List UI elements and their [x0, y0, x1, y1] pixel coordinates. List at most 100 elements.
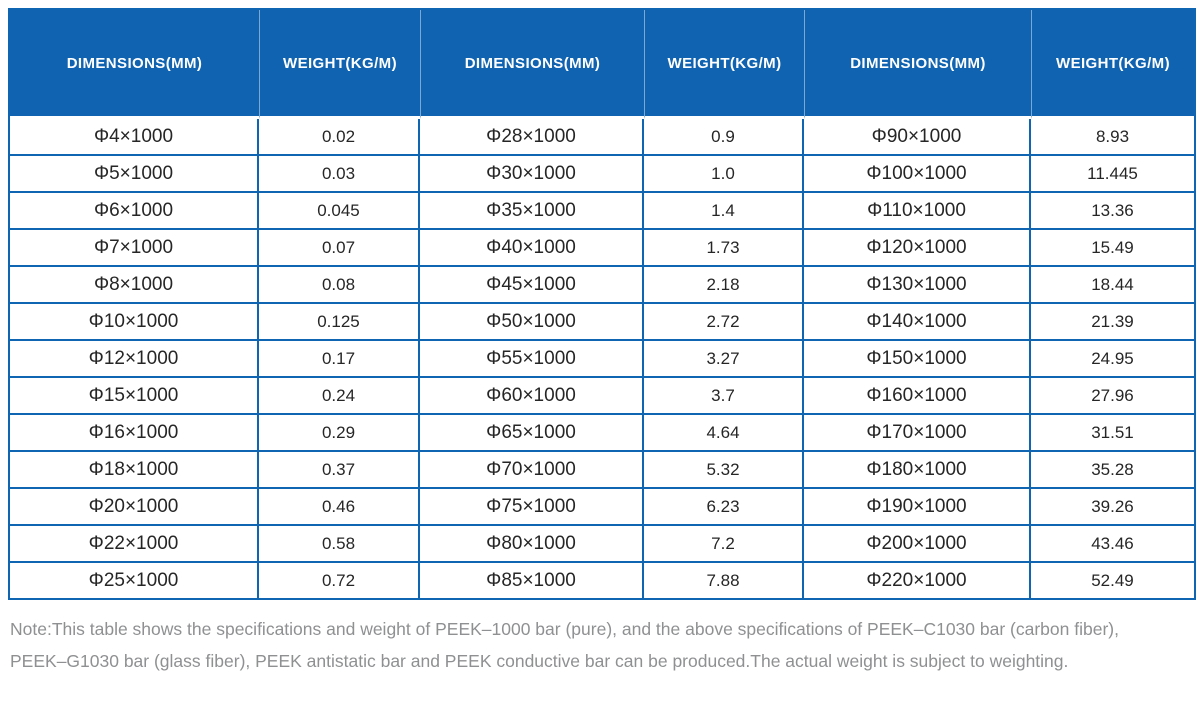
weight-cell: 2.72: [644, 304, 804, 341]
weight-cell: 18.44: [1031, 267, 1194, 304]
dimension-cell: Φ55×1000: [420, 341, 644, 378]
weight-cell: 6.23: [644, 489, 804, 526]
weight-cell: 0.02: [259, 119, 420, 156]
dimension-cell: Φ170×1000: [804, 415, 1031, 452]
dimension-cell: Φ190×1000: [804, 489, 1031, 526]
table-row: Φ18×1000 0.37 Φ70×1000 5.32 Φ180×1000 35.28: [10, 452, 1194, 489]
weight-cell: 0.07: [259, 230, 420, 267]
dimension-cell: Φ65×1000: [420, 415, 644, 452]
weight-cell: 3.27: [644, 341, 804, 378]
weight-cell: 27.96: [1031, 378, 1194, 415]
weight-cell: 24.95: [1031, 341, 1194, 378]
table-row: Φ12×1000 0.17 Φ55×1000 3.27 Φ150×1000 24.95: [10, 341, 1194, 378]
header-weight-3: WEIGHT(KG/M): [1031, 10, 1194, 119]
dimension-cell: Φ4×1000: [10, 119, 259, 156]
table-row: Φ4×1000 0.02 Φ28×1000 0.9 Φ90×1000 8.93: [10, 119, 1194, 156]
weight-cell: 0.29: [259, 415, 420, 452]
dimension-cell: Φ130×1000: [804, 267, 1031, 304]
header-dimensions-1: DIMENSIONS(MM): [10, 10, 259, 119]
dimension-cell: Φ220×1000: [804, 563, 1031, 598]
dimension-cell: Φ10×1000: [10, 304, 259, 341]
weight-cell: 0.08: [259, 267, 420, 304]
dimension-cell: Φ16×1000: [10, 415, 259, 452]
weight-cell: 1.73: [644, 230, 804, 267]
weight-cell: 0.125: [259, 304, 420, 341]
weight-cell: 13.36: [1031, 193, 1194, 230]
dimension-cell: Φ25×1000: [10, 563, 259, 598]
dimension-cell: Φ20×1000: [10, 489, 259, 526]
dimension-cell: Φ8×1000: [10, 267, 259, 304]
dimension-cell: Φ85×1000: [420, 563, 644, 598]
dimension-cell: Φ6×1000: [10, 193, 259, 230]
table-row: Φ5×1000 0.03 Φ30×1000 1.0 Φ100×1000 11.445: [10, 156, 1194, 193]
weight-cell: 0.03: [259, 156, 420, 193]
dimension-cell: Φ80×1000: [420, 526, 644, 563]
weight-cell: 0.37: [259, 452, 420, 489]
weight-cell: 0.17: [259, 341, 420, 378]
weight-cell: 0.9: [644, 119, 804, 156]
dimension-cell: Φ160×1000: [804, 378, 1031, 415]
footnote-line-2: PEEK–G1030 bar (glass fiber), PEEK antis…: [10, 651, 1069, 671]
dimension-cell: Φ7×1000: [10, 230, 259, 267]
weight-cell: 1.4: [644, 193, 804, 230]
dimension-cell: Φ15×1000: [10, 378, 259, 415]
weight-cell: 0.045: [259, 193, 420, 230]
table-row: Φ16×1000 0.29 Φ65×1000 4.64 Φ170×1000 31.51: [10, 415, 1194, 452]
header-row: DIMENSIONS(MM) WEIGHT(KG/M) DIMENSIONS(M…: [10, 10, 1194, 119]
table-row: Φ15×1000 0.24 Φ60×1000 3.7 Φ160×1000 27.96: [10, 378, 1194, 415]
dimension-cell: Φ75×1000: [420, 489, 644, 526]
dimension-cell: Φ180×1000: [804, 452, 1031, 489]
weight-cell: 0.24: [259, 378, 420, 415]
weight-cell: 0.58: [259, 526, 420, 563]
dimension-cell: Φ100×1000: [804, 156, 1031, 193]
table-row: Φ22×1000 0.58 Φ80×1000 7.2 Φ200×1000 43.46: [10, 526, 1194, 563]
table-row: Φ10×1000 0.125 Φ50×1000 2.72 Φ140×1000 21.39: [10, 304, 1194, 341]
weight-cell: 0.72: [259, 563, 420, 598]
table-row: Φ20×1000 0.46 Φ75×1000 6.23 Φ190×1000 39.26: [10, 489, 1194, 526]
dimension-cell: Φ140×1000: [804, 304, 1031, 341]
footnote-line-1: Note:This table shows the specifications…: [10, 619, 1119, 639]
weight-cell: 5.32: [644, 452, 804, 489]
weight-cell: 21.39: [1031, 304, 1194, 341]
table-header: DIMENSIONS(MM) WEIGHT(KG/M) DIMENSIONS(M…: [10, 10, 1194, 119]
weight-cell: 43.46: [1031, 526, 1194, 563]
dimension-cell: Φ5×1000: [10, 156, 259, 193]
dimension-cell: Φ45×1000: [420, 267, 644, 304]
dimension-cell: Φ110×1000: [804, 193, 1031, 230]
dimension-cell: Φ90×1000: [804, 119, 1031, 156]
weight-cell: 52.49: [1031, 563, 1194, 598]
dimension-cell: Φ50×1000: [420, 304, 644, 341]
dimension-cell: Φ30×1000: [420, 156, 644, 193]
weight-cell: 7.2: [644, 526, 804, 563]
table-body: Φ4×1000 0.02 Φ28×1000 0.9 Φ90×1000 8.93 Φ5×100…: [10, 119, 1194, 598]
weight-cell: 31.51: [1031, 415, 1194, 452]
weight-cell: 8.93: [1031, 119, 1194, 156]
dimension-cell: Φ35×1000: [420, 193, 644, 230]
weight-cell: 3.7: [644, 378, 804, 415]
dimension-cell: Φ200×1000: [804, 526, 1031, 563]
table-row: Φ25×1000 0.72 Φ85×1000 7.88 Φ220×1000 52.49: [10, 563, 1194, 598]
dimension-cell: Φ22×1000: [10, 526, 259, 563]
weight-cell: 35.28: [1031, 452, 1194, 489]
dimension-cell: Φ70×1000: [420, 452, 644, 489]
footnote: Note:This table shows the specifications…: [10, 613, 1190, 677]
dimension-cell: Φ12×1000: [10, 341, 259, 378]
header-dimensions-3: DIMENSIONS(MM): [804, 10, 1031, 119]
header-weight-1: WEIGHT(KG/M): [259, 10, 420, 119]
dimension-cell: Φ40×1000: [420, 230, 644, 267]
header-dimensions-2: DIMENSIONS(MM): [420, 10, 644, 119]
dimension-cell: Φ60×1000: [420, 378, 644, 415]
dimension-cell: Φ120×1000: [804, 230, 1031, 267]
weight-cell: 0.46: [259, 489, 420, 526]
weight-cell: 2.18: [644, 267, 804, 304]
header-weight-2: WEIGHT(KG/M): [644, 10, 804, 119]
table-row: Φ6×1000 0.045 Φ35×1000 1.4 Φ110×1000 13.36: [10, 193, 1194, 230]
table-row: Φ8×1000 0.08 Φ45×1000 2.18 Φ130×1000 18.44: [10, 267, 1194, 304]
dimension-cell: Φ28×1000: [420, 119, 644, 156]
weight-cell: 15.49: [1031, 230, 1194, 267]
weight-cell: 7.88: [644, 563, 804, 598]
dimension-cell: Φ150×1000: [804, 341, 1031, 378]
weight-cell: 39.26: [1031, 489, 1194, 526]
weight-cell: 1.0: [644, 156, 804, 193]
